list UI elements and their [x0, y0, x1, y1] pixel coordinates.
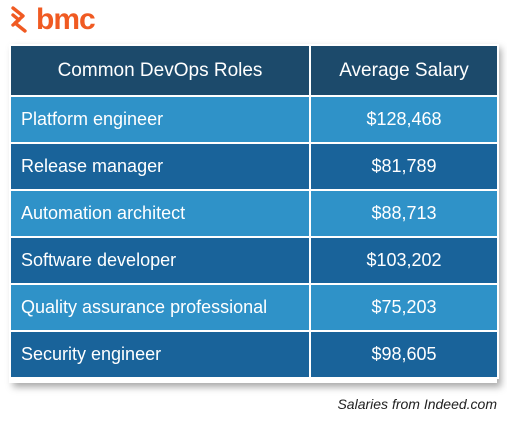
table-row: Quality assurance professional $75,203 [9, 283, 499, 332]
table-row: Security engineer $98,605 [9, 330, 499, 379]
role-cell: Security engineer [9, 330, 311, 379]
salary-cell: $103,202 [309, 236, 499, 285]
role-cell: Platform engineer [9, 95, 311, 144]
table-row: Release manager $81,789 [9, 142, 499, 191]
table-row: Software developer $103,202 [9, 236, 499, 285]
role-cell: Release manager [9, 142, 311, 191]
role-cell: Quality assurance professional [9, 283, 311, 332]
role-cell: Automation architect [9, 189, 311, 238]
table-row: Automation architect $88,713 [9, 189, 499, 238]
header-salary: Average Salary [309, 44, 499, 97]
logo-text: bmc [36, 3, 96, 36]
table-header-row: Common DevOps Roles Average Salary [9, 44, 499, 97]
salary-table-container: Common DevOps Roles Average Salary Platf… [9, 44, 499, 383]
table-row: Platform engineer $128,468 [9, 95, 499, 144]
header-role: Common DevOps Roles [9, 44, 311, 97]
role-cell: Software developer [9, 236, 311, 285]
source-note: Salaries from Indeed.com [337, 396, 497, 412]
salary-cell: $98,605 [309, 330, 499, 379]
salary-table: Common DevOps Roles Average Salary Platf… [9, 44, 499, 379]
salary-cell: $128,468 [309, 95, 499, 144]
salary-cell: $81,789 [309, 142, 499, 191]
salary-cell: $75,203 [309, 283, 499, 332]
salary-cell: $88,713 [309, 189, 499, 238]
bmc-logo: bmc [10, 3, 96, 36]
bmc-chevron-icon [11, 6, 27, 33]
